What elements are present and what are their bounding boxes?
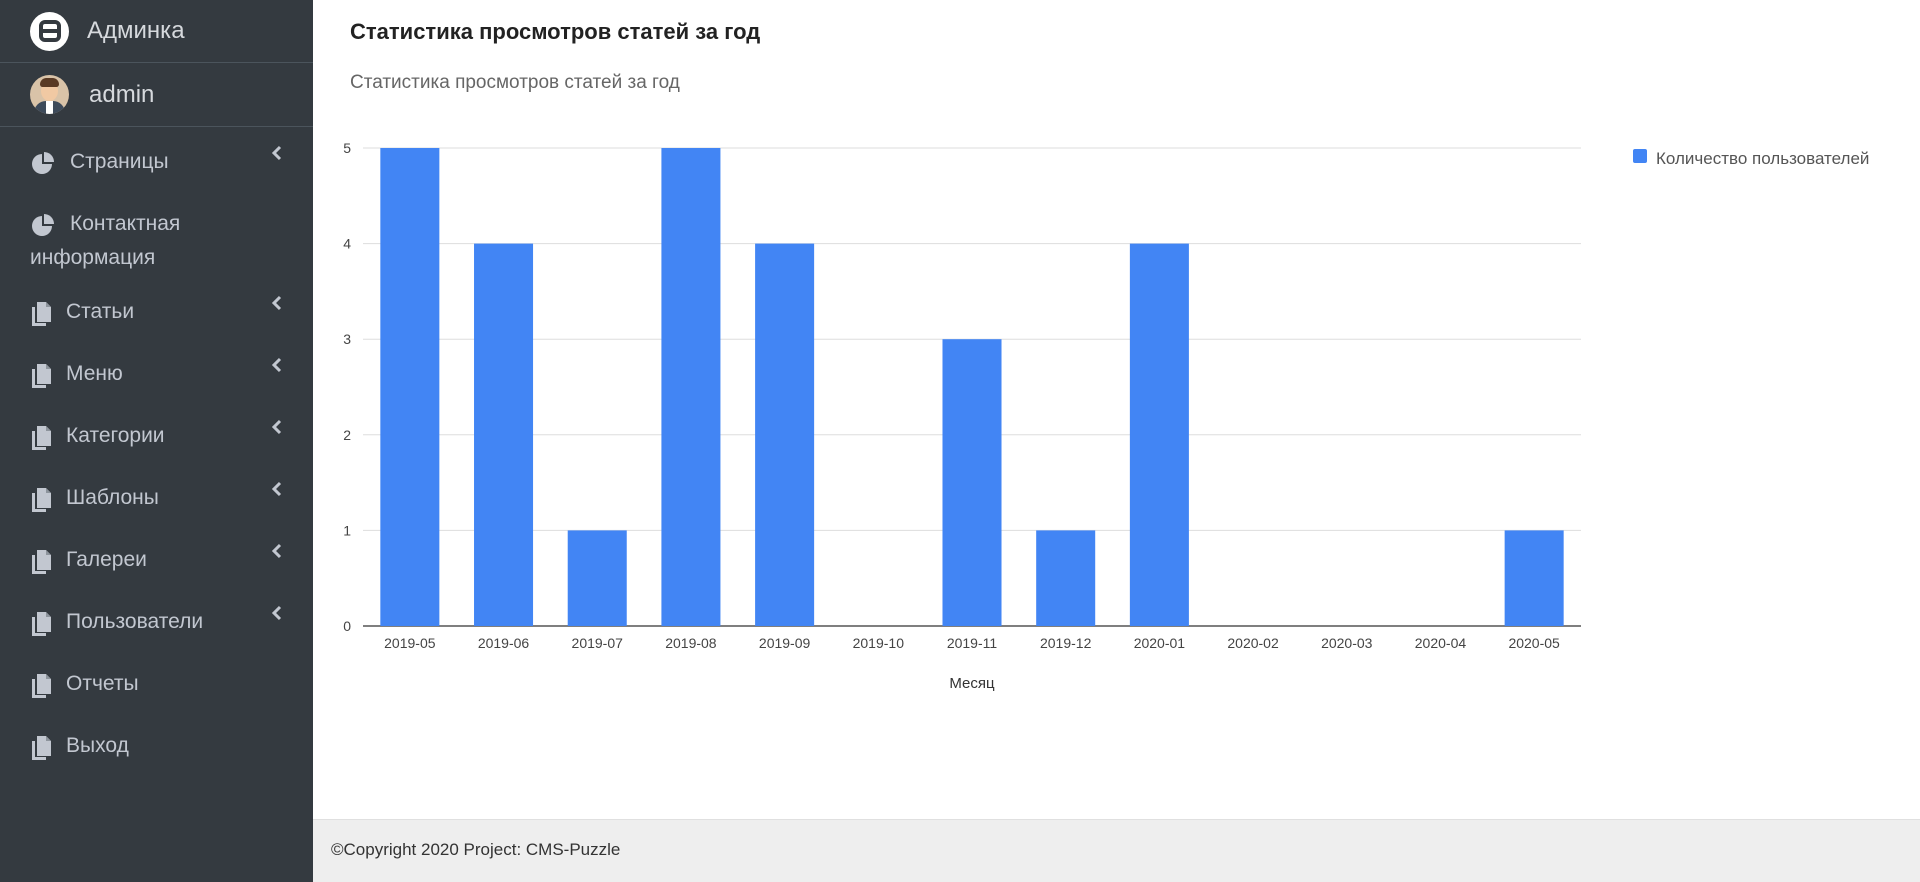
- y-tick-label: 5: [343, 140, 351, 156]
- bar: [1504, 530, 1564, 626]
- brand-name: Админка: [87, 17, 185, 44]
- x-tick-label: 2019-05: [384, 635, 436, 651]
- x-tick-label: 2019-07: [572, 635, 624, 651]
- x-axis-title: Месяц: [949, 675, 995, 692]
- chart-subtitle: Статистика просмотров статей за год: [350, 72, 680, 93]
- copy-icon: [30, 487, 52, 519]
- sidebar-item-4[interactable]: Меню: [0, 349, 313, 411]
- x-tick-label: 2019-11: [947, 635, 998, 651]
- sidebar-item-6[interactable]: Шаблоны: [0, 473, 313, 535]
- x-tick-label: 2020-04: [1415, 635, 1467, 651]
- chevron-left-icon: [271, 293, 283, 317]
- sidebar-item-1[interactable]: Страницы: [0, 137, 313, 199]
- sidebar-item-label: Выход: [66, 734, 129, 757]
- x-tick-label: 2019-06: [478, 635, 530, 651]
- sidebar: Админка admin Страницы Контактная информа…: [0, 0, 313, 882]
- x-tick-label: 2020-01: [1134, 635, 1186, 651]
- page-title: Статистика просмотров статей за год: [350, 19, 761, 44]
- sidebar-item-10[interactable]: Выход: [0, 721, 313, 783]
- user-panel[interactable]: admin: [0, 63, 313, 127]
- footer: ©Copyright 2020 Project: CMS-Puzzle: [313, 819, 1920, 882]
- chevron-left-icon: [271, 541, 283, 565]
- pie-chart-icon: [30, 151, 56, 183]
- x-tick-label: 2019-08: [665, 635, 717, 651]
- sidebar-item-label: Категории: [66, 424, 165, 447]
- copy-icon: [30, 425, 52, 457]
- sidebar-nav: Страницы Контактная информация Статьи Меню К…: [0, 127, 313, 783]
- chevron-left-icon: [271, 479, 283, 503]
- sidebar-item-label: Отчеты: [66, 672, 139, 695]
- x-tick-label: 2020-03: [1321, 635, 1373, 651]
- brand-logo-icon: [30, 11, 69, 51]
- sidebar-item-label: Контактная информация: [30, 212, 181, 269]
- main-content: Статистика просмотров статей за год Стат…: [313, 0, 1920, 819]
- bar: [1036, 530, 1096, 626]
- sidebar-item-label: Страницы: [70, 150, 169, 173]
- y-tick-label: 3: [343, 331, 351, 347]
- x-tick-label: 2019-09: [759, 635, 811, 651]
- sidebar-item-label: Статьи: [66, 300, 135, 323]
- sidebar-item-5[interactable]: Категории: [0, 411, 313, 473]
- chevron-left-icon: [271, 417, 283, 441]
- chevron-left-icon: [271, 355, 283, 379]
- avatar: [30, 75, 69, 114]
- sidebar-item-label: Шаблоны: [66, 486, 159, 509]
- chevron-left-icon: [271, 143, 283, 167]
- user-name: admin: [89, 80, 155, 108]
- bar: [755, 243, 815, 626]
- sidebar-item-7[interactable]: Галереи: [0, 535, 313, 597]
- sidebar-item-9[interactable]: Отчеты: [0, 659, 313, 721]
- brand-link[interactable]: Админка: [0, 0, 313, 63]
- sidebar-item-label: Меню: [66, 362, 123, 385]
- copy-icon: [30, 549, 52, 581]
- bar-chart: Статистика просмотров статей за год 0 1 2 3 4…: [343, 72, 1869, 692]
- x-tick-label: 2020-02: [1227, 635, 1279, 651]
- y-tick-label: 2: [343, 427, 351, 443]
- y-tick-label: 1: [343, 522, 351, 538]
- copy-icon: [30, 301, 52, 333]
- copy-icon: [30, 611, 52, 643]
- legend-label: Количество пользователей: [1656, 149, 1869, 168]
- legend-swatch: [1633, 149, 1647, 163]
- y-tick-label: 4: [343, 236, 351, 252]
- footer-copyright: ©Copyright 2020 Project: CMS-Puzzle: [331, 840, 621, 859]
- chevron-left-icon: [271, 603, 283, 627]
- copy-icon: [30, 735, 52, 767]
- sidebar-item-3[interactable]: Статьи: [0, 287, 313, 349]
- sidebar-item-2[interactable]: Контактная информация: [0, 199, 313, 287]
- pie-chart-icon: [30, 213, 56, 245]
- sidebar-item-8[interactable]: Пользователи: [0, 597, 313, 659]
- x-tick-label: 2020-05: [1508, 635, 1560, 651]
- bar: [661, 148, 721, 626]
- bar: [567, 530, 627, 626]
- bar: [380, 148, 440, 626]
- bar: [942, 339, 1002, 626]
- sidebar-item-label: Галереи: [66, 548, 147, 571]
- y-tick-label: 0: [343, 618, 351, 634]
- bar: [474, 243, 534, 626]
- x-tick-label: 2019-10: [853, 635, 905, 651]
- copy-icon: [30, 673, 52, 705]
- bar: [1129, 243, 1189, 626]
- sidebar-item-label: Пользователи: [66, 610, 204, 633]
- copy-icon: [30, 363, 52, 395]
- x-tick-label: 2019-12: [1040, 635, 1092, 651]
